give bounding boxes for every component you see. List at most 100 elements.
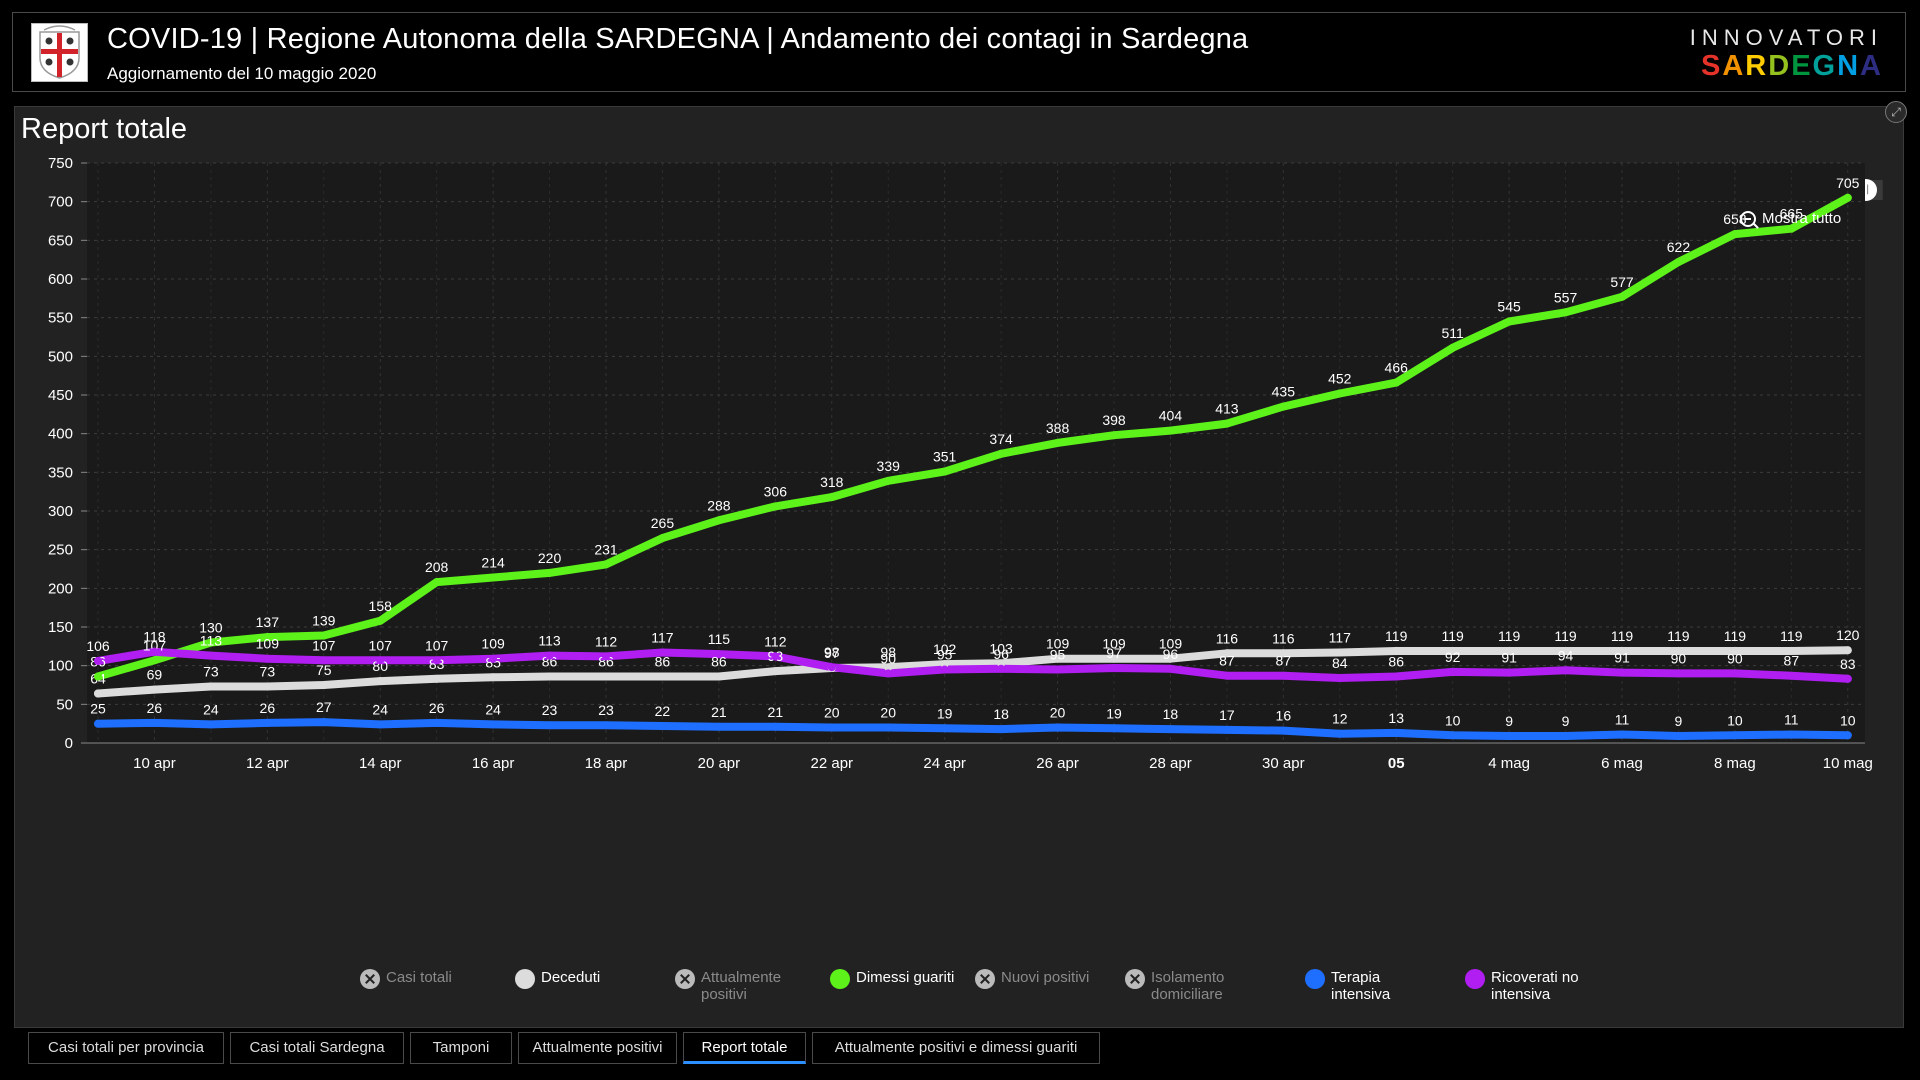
data-point bbox=[658, 534, 667, 543]
y-tick-label: 450 bbox=[48, 387, 73, 404]
data-label: 10 bbox=[1840, 712, 1856, 728]
data-label: 102 bbox=[933, 641, 957, 657]
data-point bbox=[1335, 389, 1344, 398]
data-point bbox=[1448, 731, 1457, 740]
data-point bbox=[1843, 731, 1852, 740]
line-chart: 0501001502002503003504004505005506006507… bbox=[48, 155, 1873, 772]
data-point bbox=[263, 633, 272, 642]
data-label: 90 bbox=[880, 650, 896, 666]
data-label: 26 bbox=[147, 700, 163, 716]
data-label: 86 bbox=[655, 653, 671, 669]
data-point bbox=[319, 681, 328, 689]
x-tick-label: 14 apr bbox=[359, 755, 402, 772]
data-label: 21 bbox=[711, 704, 727, 720]
data-label: 26 bbox=[260, 700, 276, 716]
data-point bbox=[1505, 668, 1514, 677]
logo-letter: G bbox=[1812, 50, 1838, 82]
data-label: 119 bbox=[1554, 628, 1577, 644]
data-point bbox=[1166, 664, 1175, 673]
data-point bbox=[1674, 669, 1683, 678]
data-point bbox=[1279, 671, 1288, 680]
x-tick-label: 20 apr bbox=[698, 755, 741, 772]
data-label: 26 bbox=[429, 700, 445, 716]
tab-attualmente-positivi[interactable]: Attualmente positivi bbox=[518, 1032, 677, 1064]
data-label: 98 bbox=[880, 644, 896, 660]
data-label: 96 bbox=[993, 646, 1009, 662]
data-label: 96 bbox=[1163, 646, 1179, 662]
legend-label: Dimessi guariti bbox=[856, 969, 955, 986]
zoom-out-label: Mostra tutto bbox=[1762, 210, 1842, 227]
data-label: 86 bbox=[1388, 653, 1404, 669]
legend-item-attualmente-positivi[interactable]: Attualmente positivi bbox=[675, 969, 811, 1003]
data-label: 306 bbox=[764, 483, 788, 499]
data-label: 318 bbox=[820, 474, 844, 490]
zoom-out-icon bbox=[1740, 211, 1756, 227]
data-label: 117 bbox=[651, 630, 674, 646]
data-label: 95 bbox=[937, 647, 953, 663]
data-label: 109 bbox=[1046, 636, 1070, 652]
data-label: 112 bbox=[764, 633, 787, 649]
data-label: 107 bbox=[369, 637, 393, 653]
tab-casi-totali-per-provincia[interactable]: Casi totali per provincia bbox=[28, 1032, 224, 1064]
legend-item-casi-totali[interactable]: Casi totali bbox=[360, 969, 452, 989]
data-point bbox=[1110, 431, 1118, 440]
y-tick-label: 150 bbox=[48, 619, 73, 636]
data-label: 83 bbox=[1840, 656, 1856, 672]
data-point bbox=[940, 467, 949, 476]
data-point bbox=[432, 656, 441, 665]
data-point bbox=[1110, 663, 1118, 672]
legend-label: Isolamento domiciliare bbox=[1151, 969, 1225, 1003]
y-tick-label: 550 bbox=[48, 310, 73, 327]
tab-tamponi[interactable]: Tamponi bbox=[410, 1032, 512, 1064]
legend-item-dimessi-guariti[interactable]: Dimessi guariti bbox=[830, 969, 954, 989]
zoom-out-button[interactable]: Mostra tutto bbox=[1740, 210, 1841, 227]
data-label: 20 bbox=[880, 705, 896, 721]
data-label: 113 bbox=[200, 633, 223, 649]
data-point bbox=[1674, 257, 1683, 266]
data-point bbox=[658, 721, 667, 730]
data-point bbox=[1279, 649, 1288, 658]
data-label: 86 bbox=[711, 653, 727, 669]
legend-item-ricoverati-no-intensiva[interactable]: Ricoverati no intensiva bbox=[1465, 969, 1601, 1003]
data-label: 466 bbox=[1385, 360, 1409, 376]
data-label: 109 bbox=[1102, 636, 1126, 652]
data-point bbox=[1505, 317, 1514, 326]
data-point bbox=[1335, 729, 1344, 738]
tab-casi-totali-sardegna[interactable]: Casi totali Sardegna bbox=[230, 1032, 404, 1064]
legend-label: Ricoverati no intensiva bbox=[1491, 969, 1579, 1003]
y-tick-label: 200 bbox=[48, 580, 73, 597]
legend-item-deceduti[interactable]: Deceduti bbox=[515, 969, 600, 989]
data-label: 97 bbox=[824, 645, 840, 661]
legend-item-nuovi-positivi[interactable]: Nuovi positivi bbox=[975, 969, 1089, 989]
legend-item-isolamento-domiciliare[interactable]: Isolamento domiciliare bbox=[1125, 969, 1261, 1003]
data-point bbox=[1166, 426, 1175, 435]
data-label: 113 bbox=[538, 633, 561, 649]
data-point bbox=[940, 665, 949, 674]
data-point bbox=[1053, 665, 1062, 674]
data-label: 112 bbox=[595, 633, 618, 649]
data-label: 220 bbox=[538, 550, 562, 566]
data-label: 705 bbox=[1836, 175, 1860, 191]
legend-dot-icon bbox=[1465, 969, 1485, 989]
logo-letter: A bbox=[1722, 50, 1746, 82]
data-point bbox=[1787, 224, 1796, 233]
x-tick-label: 10 apr bbox=[133, 755, 176, 772]
tab-report-totale[interactable]: Report totale bbox=[683, 1032, 806, 1064]
tab-attualmente-positivi-e-dimessi-guariti[interactable]: Attualmente positivi e dimessi guariti bbox=[812, 1032, 1100, 1064]
data-label: 86 bbox=[542, 653, 558, 669]
x-tick-label: 22 apr bbox=[811, 755, 854, 772]
y-tick-label: 650 bbox=[48, 232, 73, 249]
legend-disabled-icon bbox=[975, 969, 995, 989]
data-point bbox=[319, 656, 328, 665]
legend-item-terapia-intensiva[interactable]: Terapia intensiva bbox=[1305, 969, 1441, 1003]
data-point bbox=[827, 663, 836, 672]
legend-dot-icon bbox=[515, 969, 535, 989]
legend-disabled-icon bbox=[675, 969, 695, 989]
data-label: 18 bbox=[993, 706, 1009, 722]
data-label: 20 bbox=[1050, 705, 1066, 721]
fullscreen-icon[interactable]: ⤢ bbox=[1885, 101, 1907, 123]
data-point bbox=[206, 682, 215, 691]
data-point bbox=[263, 682, 272, 691]
data-point bbox=[884, 476, 893, 485]
data-point bbox=[1222, 725, 1231, 734]
